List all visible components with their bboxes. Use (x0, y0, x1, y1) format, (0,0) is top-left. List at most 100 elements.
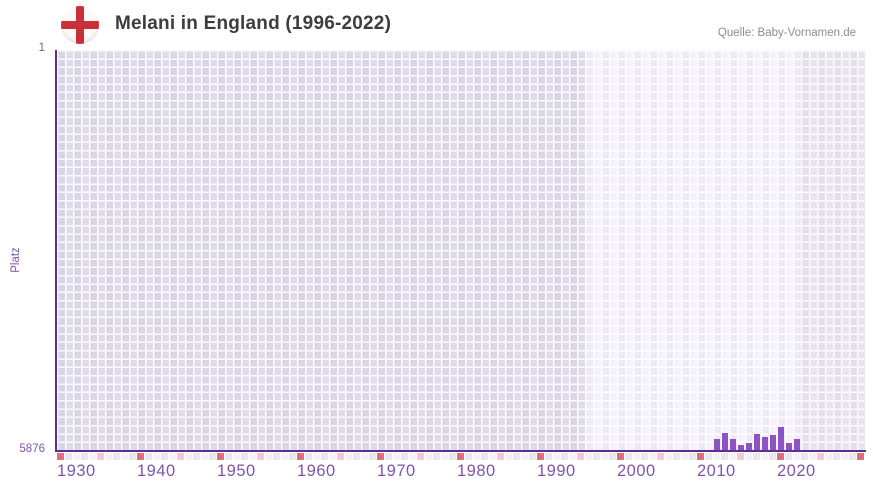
year-tick-1933 (81, 452, 88, 460)
x-axis-label-2000: 2000 (617, 462, 656, 480)
year-tick-1970 (377, 452, 384, 460)
zone-before-data (57, 50, 585, 450)
year-tick-1991 (545, 452, 552, 460)
flag-cross-horizontal (61, 21, 99, 29)
year-tick-1934 (89, 452, 96, 460)
year-tick-1968 (361, 452, 368, 460)
year-tick-1961 (305, 452, 312, 460)
bar-2022 (794, 438, 800, 450)
year-tick-1959 (289, 452, 296, 460)
year-tick-2004 (649, 452, 656, 460)
bar-2016 (746, 443, 752, 450)
year-tick-2001 (625, 452, 632, 460)
x-axis-label-1970: 1970 (377, 462, 416, 480)
year-tick-1973 (401, 452, 408, 460)
year-tick-1937 (113, 452, 120, 460)
year-tick-1951 (225, 452, 232, 460)
year-tick-1936 (105, 452, 112, 460)
year-tick-1944 (169, 452, 176, 460)
year-tick-1965 (337, 452, 344, 460)
plot-grid (57, 50, 865, 450)
x-axis-label-1980: 1980 (457, 462, 496, 480)
year-tick-1941 (145, 452, 152, 460)
year-tick-2008 (681, 452, 688, 460)
year-tick-1993 (561, 452, 568, 460)
y-axis-tick-bottom: 5876 (19, 443, 45, 455)
x-axis-label-2010: 2010 (697, 462, 736, 480)
year-tick-1955 (257, 452, 264, 460)
x-axis-line (54, 449, 866, 452)
year-tick-1996 (585, 452, 592, 460)
year-tick-1950 (217, 452, 224, 460)
year-tick-1972 (393, 452, 400, 460)
year-tick-2003 (641, 452, 648, 460)
year-tick-1952 (233, 452, 240, 460)
bar-2012 (714, 438, 720, 450)
x-axis-label-1950: 1950 (217, 462, 256, 480)
year-tick-1942 (153, 452, 160, 460)
x-axis-label-1940: 1940 (137, 462, 176, 480)
x-axis-tick-row (57, 452, 865, 460)
year-tick-2027 (833, 452, 840, 460)
year-tick-1997 (593, 452, 600, 460)
year-tick-2012 (713, 452, 720, 460)
year-tick-2015 (737, 452, 744, 460)
year-tick-1964 (329, 452, 336, 460)
x-axis-label-1990: 1990 (537, 462, 576, 480)
year-tick-1994 (569, 452, 576, 460)
year-tick-2023 (801, 452, 808, 460)
page-title: Melani in England (1996-2022) (115, 13, 392, 34)
year-tick-2024 (809, 452, 816, 460)
year-tick-1995 (577, 452, 584, 460)
year-tick-2021 (785, 452, 792, 460)
year-tick-1938 (121, 452, 128, 460)
year-tick-1988 (521, 452, 528, 460)
year-tick-1945 (177, 452, 184, 460)
year-tick-1948 (201, 452, 208, 460)
year-tick-1967 (353, 452, 360, 460)
year-tick-2025 (817, 452, 824, 460)
y-axis-line (54, 50, 57, 452)
bar-2020 (778, 427, 784, 450)
year-tick-2009 (689, 452, 696, 460)
x-axis-label-2020: 2020 (777, 462, 816, 480)
year-tick-1981 (465, 452, 472, 460)
year-tick-2011 (705, 452, 712, 460)
zone-after-data (801, 50, 865, 450)
year-tick-1960 (297, 452, 304, 460)
year-tick-2029 (849, 452, 856, 460)
bar-2019 (770, 434, 776, 450)
year-tick-1940 (137, 452, 144, 460)
year-tick-1930 (57, 452, 64, 460)
year-tick-1963 (321, 452, 328, 460)
year-tick-1931 (65, 452, 72, 460)
plot-area: 1930 1940 1950 1960 1970 1980 1990 2000 2010 2020 (54, 50, 866, 492)
year-tick-1986 (505, 452, 512, 460)
bar-2018 (762, 437, 768, 450)
year-tick-2016 (745, 452, 752, 460)
year-tick-2030 (857, 452, 864, 460)
year-tick-1953 (241, 452, 248, 460)
year-tick-1979 (449, 452, 456, 460)
y-axis-tick-top: 1 (38, 42, 45, 54)
year-tick-2019 (769, 452, 776, 460)
y-axis-title: Platz (10, 247, 22, 273)
year-tick-2010 (697, 452, 704, 460)
year-tick-1984 (489, 452, 496, 460)
year-tick-1992 (553, 452, 560, 460)
year-tick-1987 (513, 452, 520, 460)
year-tick-1999 (609, 452, 616, 460)
bar-2014 (730, 438, 736, 450)
year-tick-2007 (673, 452, 680, 460)
year-tick-1998 (601, 452, 608, 460)
year-tick-2017 (753, 452, 760, 460)
year-tick-1989 (529, 452, 536, 460)
year-tick-1985 (497, 452, 504, 460)
year-tick-1962 (313, 452, 320, 460)
year-tick-1957 (273, 452, 280, 460)
bar-2017 (754, 434, 760, 450)
year-tick-1977 (433, 452, 440, 460)
year-tick-1954 (249, 452, 256, 460)
year-tick-1974 (409, 452, 416, 460)
year-tick-1983 (481, 452, 488, 460)
